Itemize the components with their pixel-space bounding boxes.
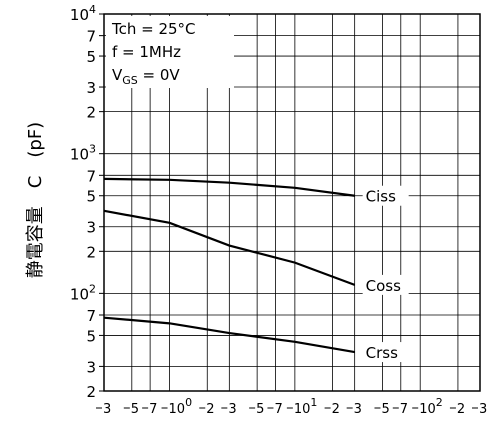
annotation: Tch = 25°C bbox=[111, 20, 196, 38]
x-tick-label-text: 2 bbox=[206, 402, 214, 417]
x-tick-label: 2 bbox=[457, 402, 465, 417]
y-tick-label-text: 3 bbox=[86, 219, 96, 237]
series-label: Ciss bbox=[366, 188, 396, 206]
x-tick-label: 102 bbox=[419, 396, 443, 417]
annotation-text: Tch = 25°C bbox=[111, 20, 196, 38]
annotation: f = 1MHz bbox=[112, 43, 181, 61]
y-tick-label: 5 bbox=[86, 188, 96, 206]
x-tick-label: 101 bbox=[294, 396, 318, 417]
y-tick-label-text: 2 bbox=[86, 243, 96, 261]
y-tick-label: 5 bbox=[86, 48, 96, 66]
x-tick-label: 3 bbox=[103, 402, 111, 417]
y-tick-label-exponent: 2 bbox=[89, 282, 96, 295]
y-tick-label-text: 5 bbox=[86, 188, 96, 206]
y-tick-label: 3 bbox=[86, 79, 96, 97]
x-tick-label: 3 bbox=[354, 402, 362, 417]
y-tick-label-text: 5 bbox=[86, 48, 96, 66]
series-label-bg bbox=[362, 274, 409, 295]
y-tick-label: 3 bbox=[86, 219, 96, 237]
x-tick-label-text: 2 bbox=[332, 402, 340, 417]
x-tick-label: 7 bbox=[149, 402, 157, 417]
curve bbox=[103, 316, 355, 354]
x-tick-label-text: 10 bbox=[294, 402, 311, 417]
y-tick-label-text: 3 bbox=[86, 79, 96, 97]
x-tick-label-exponent: 1 bbox=[310, 396, 317, 409]
y-tick-label-text: 2 bbox=[86, 383, 96, 401]
x-tick-label: 3 bbox=[479, 402, 487, 417]
x-tick-label-exponent: 0 bbox=[185, 396, 192, 409]
x-tick-label-text: 5 bbox=[131, 402, 139, 417]
x-tick-label-text: 3 bbox=[354, 402, 362, 417]
annotation-text: V bbox=[112, 66, 123, 84]
y-tick-label: 7 bbox=[86, 28, 96, 46]
y-tick-label-text: 2 bbox=[86, 104, 96, 122]
y-tick-label-text: 10 bbox=[70, 146, 89, 164]
y-tick-label: 5 bbox=[86, 327, 96, 345]
x-tick-label-exponent: 2 bbox=[436, 396, 443, 409]
y-tick-label-text: 7 bbox=[86, 307, 96, 325]
x-tick-label-text: 10 bbox=[419, 402, 436, 417]
x-tick-label: 7 bbox=[400, 402, 408, 417]
plot-frame bbox=[103, 13, 481, 392]
x-tick-label-text: 7 bbox=[400, 402, 408, 417]
x-tick-label: 7 bbox=[274, 402, 282, 417]
y-tick-label: 2 bbox=[86, 243, 96, 261]
x-tick-label-text: 3 bbox=[479, 402, 487, 417]
x-tick-label-text: 7 bbox=[149, 402, 157, 417]
x-tick-label-text: 5 bbox=[381, 402, 389, 417]
y-tick-label: 102 bbox=[70, 282, 96, 303]
y-tick-label-text: 10 bbox=[70, 6, 89, 24]
x-tick-label: 2 bbox=[206, 402, 214, 417]
curve bbox=[103, 209, 356, 286]
x-tick-label: 3 bbox=[228, 402, 236, 417]
x-tick-label-text: 3 bbox=[103, 402, 111, 417]
y-tick-label-text: 3 bbox=[86, 358, 96, 376]
x-tick-label-text: 3 bbox=[228, 402, 236, 417]
y-tick-label-text: 7 bbox=[86, 167, 96, 185]
y-tick-label: 2 bbox=[86, 383, 96, 401]
y-tick-label: 7 bbox=[86, 167, 96, 185]
x-tick-label: 5 bbox=[381, 402, 389, 417]
x-tick-label: 100 bbox=[169, 396, 193, 417]
x-tick-label-text: 5 bbox=[256, 402, 264, 417]
x-tick-label: 2 bbox=[332, 402, 340, 417]
annotation-subscript: GS bbox=[122, 74, 138, 87]
y-tick-label-exponent: 3 bbox=[89, 143, 96, 156]
y-tick-label-exponent: 4 bbox=[89, 3, 96, 16]
x-tick-label-text: 10 bbox=[169, 402, 186, 417]
y-tick-label: 104 bbox=[70, 3, 96, 24]
annotation: VGS = 0V bbox=[112, 66, 180, 87]
curve bbox=[103, 177, 355, 197]
annotation-text: = 0V bbox=[138, 66, 181, 84]
annotation-box bbox=[106, 16, 234, 88]
x-tick-label: 5 bbox=[131, 402, 139, 417]
series-label: Crss bbox=[366, 344, 398, 362]
x-tick-label: 5 bbox=[256, 402, 264, 417]
series-label-bg bbox=[362, 342, 409, 363]
y-tick-label: 3 bbox=[86, 358, 96, 376]
y-tick-label-text: 10 bbox=[70, 285, 89, 303]
y-tick-label-text: 5 bbox=[86, 327, 96, 345]
y-tick-label: 7 bbox=[86, 307, 96, 325]
series-label: Coss bbox=[366, 277, 401, 295]
series-label-bg bbox=[362, 185, 409, 206]
y-tick-label: 2 bbox=[86, 104, 96, 122]
x-tick-label-text: 2 bbox=[457, 402, 465, 417]
annotation-text: f = 1MHz bbox=[112, 43, 181, 61]
y-tick-label: 103 bbox=[70, 143, 96, 164]
y-axis-label: 静電容量 C (pF) bbox=[25, 122, 46, 278]
x-tick-label-text: 7 bbox=[274, 402, 282, 417]
y-tick-label-text: 7 bbox=[86, 28, 96, 46]
